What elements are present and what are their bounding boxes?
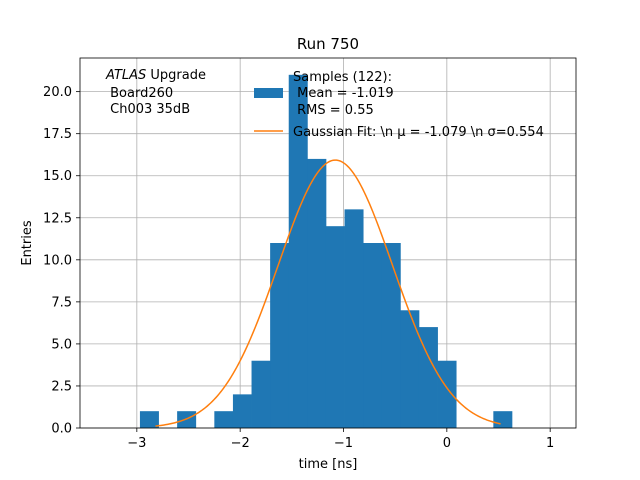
annotation-line-1: ATLAS Upgrade — [105, 68, 206, 83]
histogram-bar — [325, 226, 345, 428]
annotation-line-3: Ch003 35dB — [106, 102, 190, 117]
histogram-bar — [437, 360, 457, 428]
histogram-bar — [214, 411, 234, 428]
atlas-annotation: ATLAS Upgrade Board260 Ch003 35dB — [105, 68, 206, 117]
histogram-bar — [139, 411, 159, 428]
x-tick-label: 1 — [546, 436, 554, 451]
y-tick-label: 17.5 — [43, 127, 72, 142]
y-axis-ticks: 0.0 2.5 5.0 7.5 10.0 12.5 15.0 17.5 20.0 — [43, 85, 80, 437]
histogram-bar — [232, 394, 252, 428]
histogram-bar — [493, 411, 513, 428]
x-axis-label: time [ns] — [299, 457, 358, 472]
x-tick-label: −3 — [127, 436, 146, 451]
histogram-bar — [400, 310, 420, 428]
legend-samples-line-2: Mean = -1.019 — [293, 86, 394, 101]
histogram-bar — [363, 243, 383, 428]
y-tick-label: 2.5 — [51, 379, 72, 394]
chart-title: Run 750 — [297, 35, 359, 53]
y-tick-label: 5.0 — [51, 337, 72, 352]
histogram-bar — [270, 243, 290, 428]
y-tick-label: 0.0 — [51, 422, 72, 437]
y-tick-label: 7.5 — [51, 295, 72, 310]
histogram-bar — [344, 209, 364, 428]
histogram-bar — [381, 243, 401, 428]
x-tick-label: 0 — [443, 436, 451, 451]
histogram-bars — [139, 74, 513, 429]
y-tick-label: 20.0 — [43, 85, 72, 100]
histogram-bar — [418, 327, 438, 428]
y-axis-label: Entries — [20, 220, 35, 266]
axes-frame — [79, 57, 577, 429]
legend-samples-line-3: RMS = 0.55 — [293, 103, 374, 118]
annotation-upgrade-text: Upgrade — [146, 68, 206, 83]
x-tick-label: −1 — [334, 436, 353, 451]
x-tick-label: −2 — [231, 436, 250, 451]
annotation-line-2: Board260 — [106, 86, 173, 101]
histogram-bar — [288, 74, 308, 429]
histogram-bar — [251, 360, 271, 428]
legend-samples-line-1: Samples (122): — [293, 70, 392, 85]
y-tick-label: 10.0 — [43, 253, 72, 268]
legend-samples-patch — [254, 88, 283, 98]
y-tick-label: 12.5 — [43, 211, 72, 226]
x-axis-ticks: −3 −2 −1 0 1 — [127, 428, 554, 451]
legend: Samples (122): Mean = -1.019 RMS = 0.55 … — [254, 70, 544, 140]
histogram-bar — [307, 158, 327, 428]
gaussian-fit-curve — [155, 159, 501, 427]
legend-fit-label: Gaussian Fit: \n μ = -1.079 \n σ=0.554 — [293, 125, 544, 140]
annotation-atlas-text: ATLAS — [105, 68, 146, 83]
y-tick-label: 15.0 — [43, 169, 72, 184]
